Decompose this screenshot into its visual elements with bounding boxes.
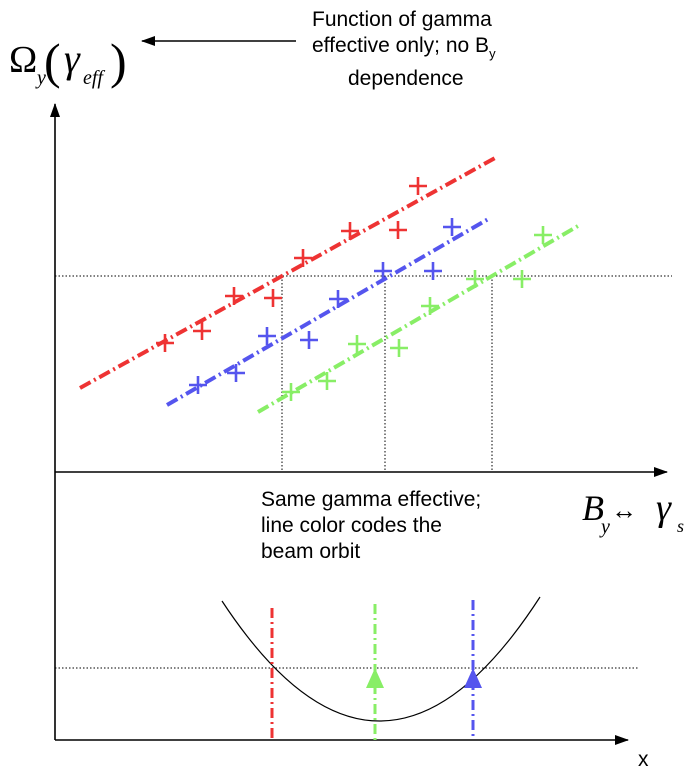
data-point-red xyxy=(294,249,312,267)
middle-note-line1: Same gamma effective; xyxy=(261,488,481,511)
top-note-line2: effective only; no By xyxy=(312,34,496,61)
data-point-blue xyxy=(258,327,276,345)
gamma-s-symbol: γ xyxy=(656,487,672,529)
gamma-s-subscript: s xyxy=(677,516,684,536)
gamma-subscript: eff xyxy=(83,67,105,89)
data-point-red xyxy=(409,177,427,195)
middle-note: Same gamma effective; line color codes t… xyxy=(261,488,481,563)
data-point-green xyxy=(390,339,408,357)
left-paren: ( xyxy=(44,33,61,89)
b-symbol: B xyxy=(582,488,604,528)
data-point-red xyxy=(389,221,407,239)
data-point-blue xyxy=(300,331,318,349)
data-point-red xyxy=(193,322,211,340)
middle-note-line2: line color codes the xyxy=(261,514,442,537)
top-note: Function of gamma effective only; no By … xyxy=(312,8,496,90)
fit-line-green xyxy=(256,224,580,414)
x-axis-label: B y ↔ γ s xyxy=(582,487,684,538)
gamma-symbol: γ xyxy=(64,36,81,81)
right-paren: ) xyxy=(110,33,127,89)
data-point-blue xyxy=(424,262,442,280)
top-note-line1: Function of gamma xyxy=(312,8,492,31)
data-point-green xyxy=(282,383,300,401)
data-point-blue xyxy=(329,290,347,308)
data-point-blue xyxy=(227,364,245,382)
data-point-blue xyxy=(189,376,207,394)
blue-triangle-marker xyxy=(464,668,482,688)
data-point-green xyxy=(421,297,439,315)
data-point-blue xyxy=(374,262,392,280)
green-triangle-marker xyxy=(366,668,384,688)
data-point-green xyxy=(466,270,484,288)
y-axis-label: Ω y ( γ eff ) xyxy=(9,33,127,89)
data-point-green xyxy=(513,270,531,288)
b-subscript: y xyxy=(599,516,610,538)
orbit-curve xyxy=(221,596,541,722)
fit-line-red xyxy=(79,156,496,390)
top-note-line3: dependence xyxy=(348,67,464,90)
data-point-blue xyxy=(443,218,461,236)
double-arrow: ↔ xyxy=(611,496,637,525)
data-point-red xyxy=(225,287,243,305)
omega-subscript: y xyxy=(35,67,46,89)
data-point-red xyxy=(341,222,359,240)
data-point-red xyxy=(156,334,174,352)
data-point-green xyxy=(318,372,336,390)
data-point-red xyxy=(264,289,282,307)
fit-line-blue xyxy=(165,216,492,407)
lower-x-axis-label: x xyxy=(638,748,649,771)
data-point-green xyxy=(534,226,552,244)
data-points xyxy=(156,177,552,401)
middle-note-line3: beam orbit xyxy=(261,540,360,563)
data-point-green xyxy=(348,335,366,353)
omega-symbol: Ω xyxy=(9,39,37,81)
